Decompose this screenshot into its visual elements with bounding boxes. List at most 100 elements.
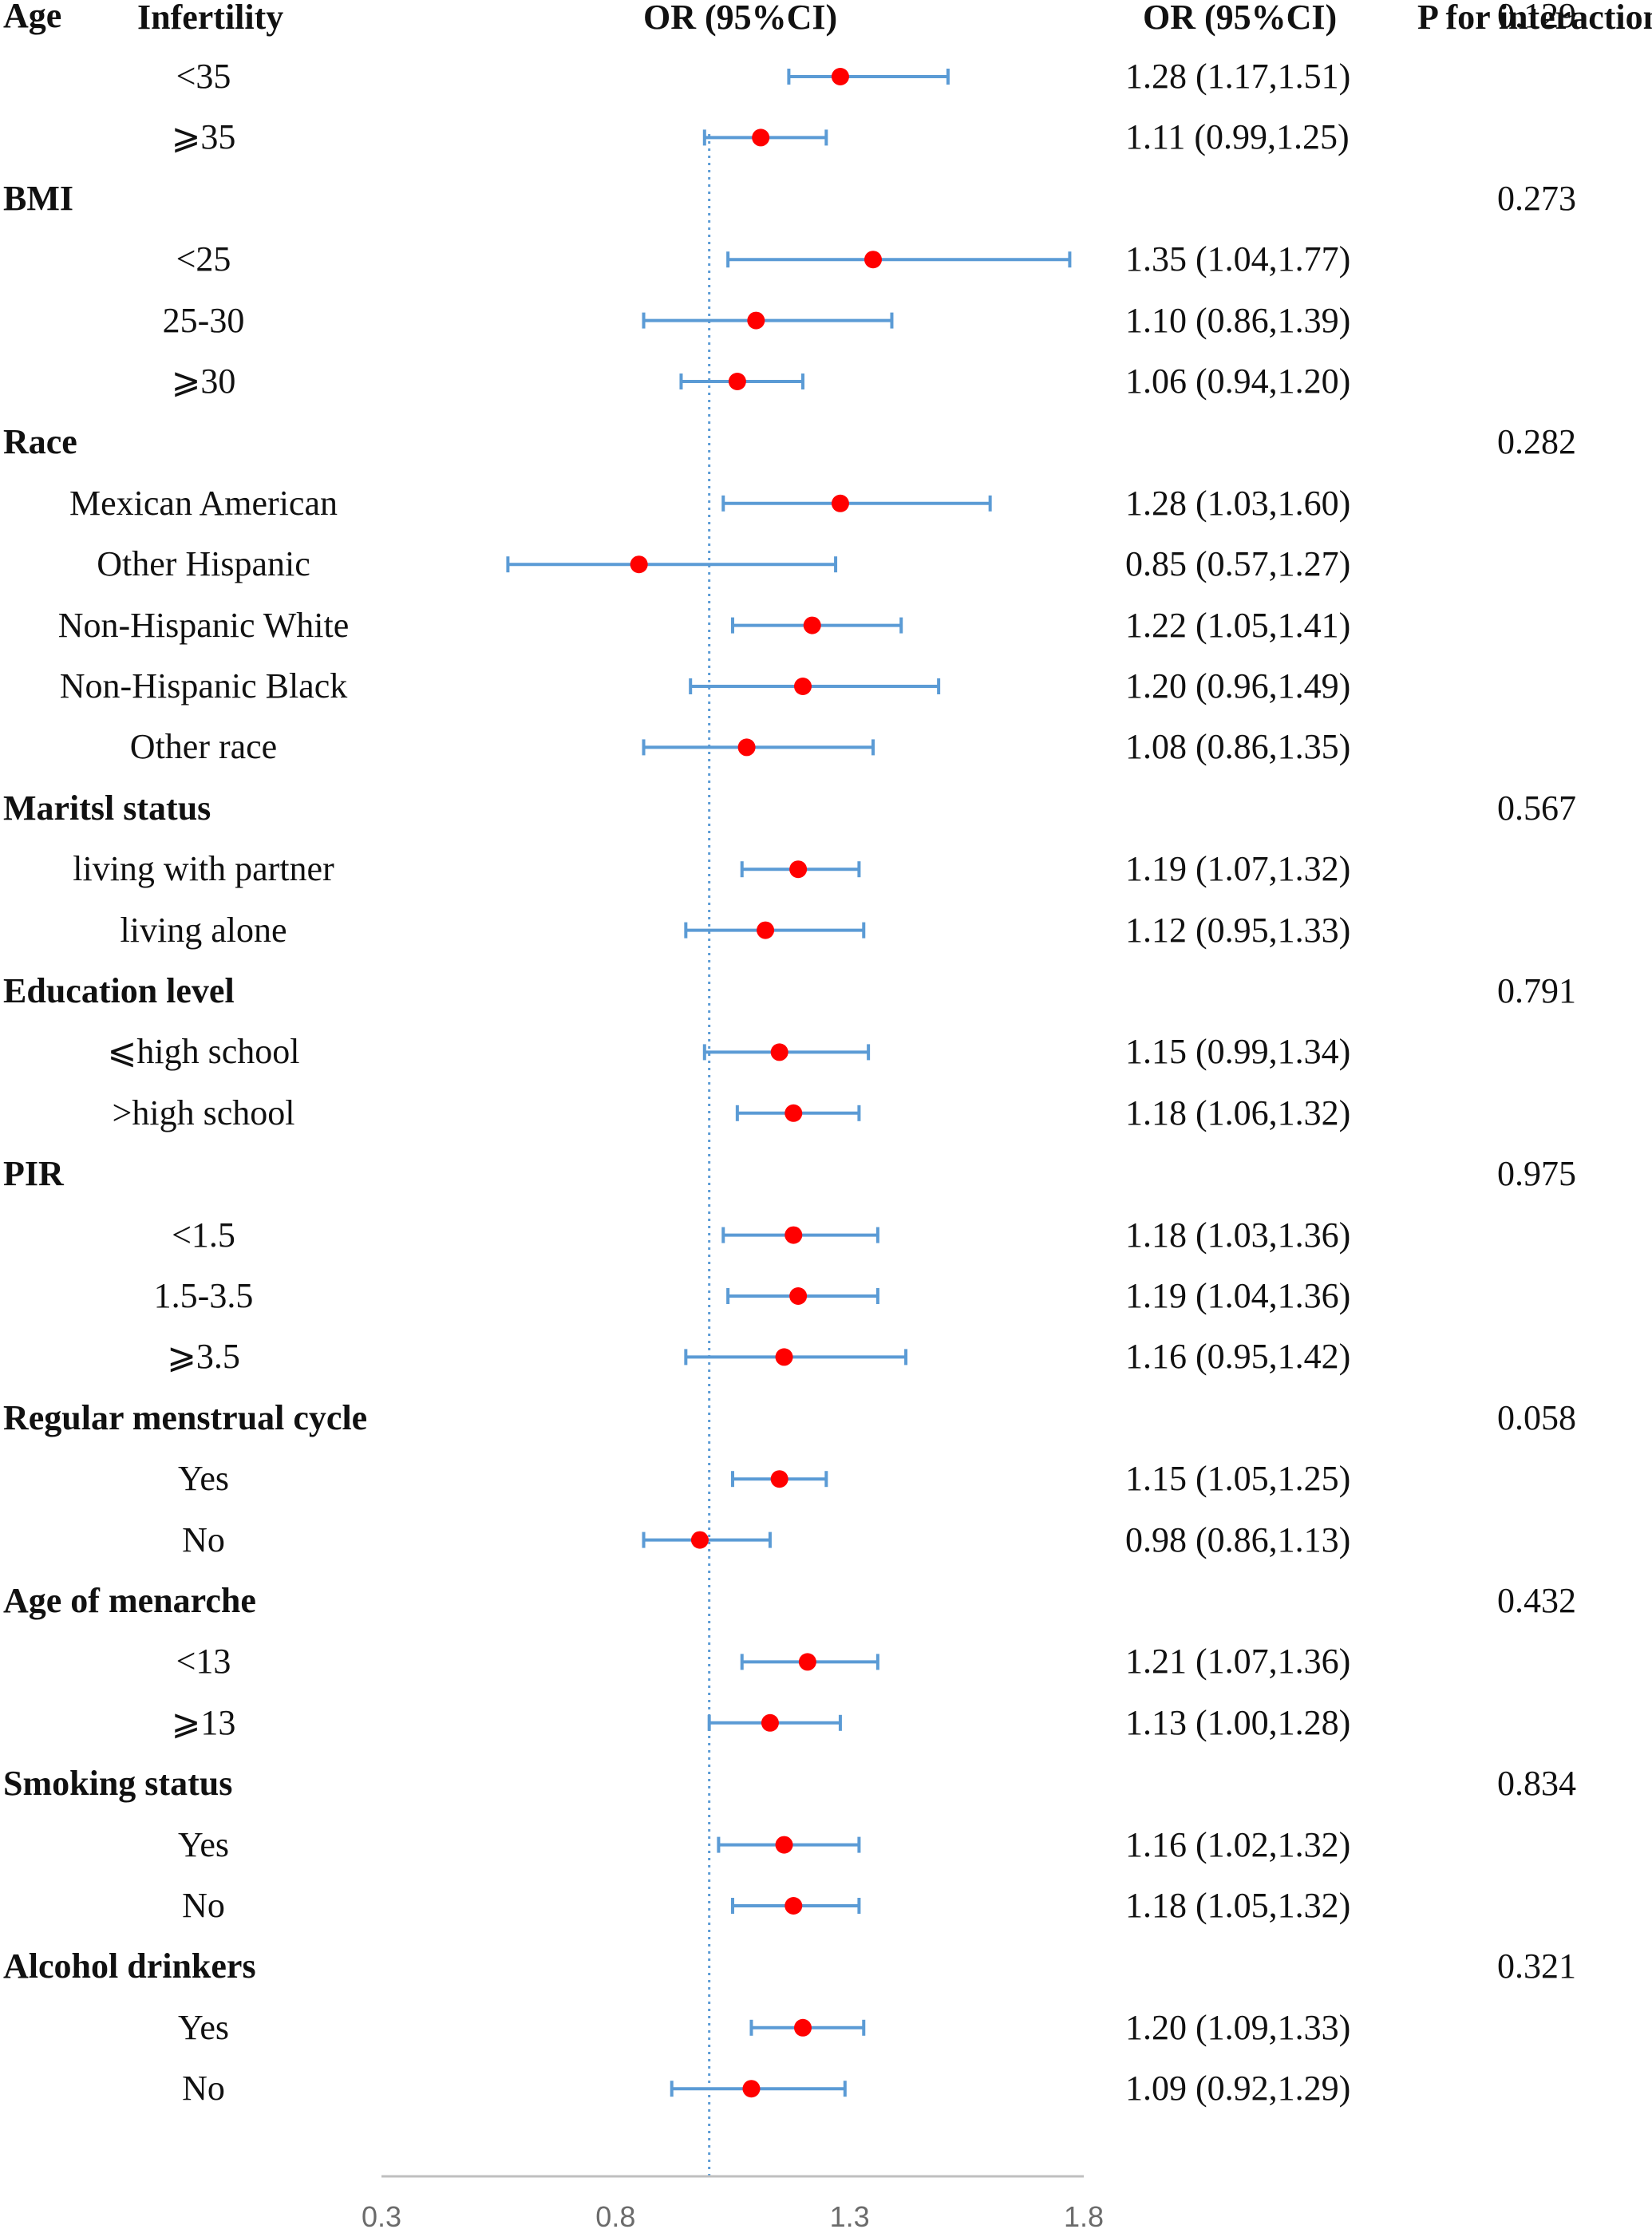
point-estimate <box>770 1043 788 1061</box>
subgroup-label: No <box>182 2069 225 2109</box>
group-label: Smoking status <box>3 1764 233 1804</box>
subgroup-label: ⩽high school <box>107 1032 300 1072</box>
group-label: Regular menstrual cycle <box>3 1397 368 1437</box>
subgroup-label: ⩾30 <box>171 362 236 401</box>
subgroup-label: Mexican American <box>69 483 338 523</box>
subgroup-label: No <box>182 1886 225 1925</box>
p-interaction-value: 0.834 <box>1497 1764 1576 1804</box>
point-estimate <box>752 128 770 147</box>
x-tick-label: 0.3 <box>361 2200 402 2233</box>
point-estimate <box>630 555 648 574</box>
group-label: Alcohol drinkers <box>3 1946 256 1986</box>
p-interaction-value: 0.273 <box>1497 178 1576 218</box>
point-estimate <box>747 311 765 330</box>
subgroup-label: 1.5-3.5 <box>153 1276 254 1315</box>
group-label: Maritsl status <box>3 788 211 828</box>
or-ci-text: 1.08 (0.86,1.35) <box>1125 727 1351 767</box>
or-ci-text: 1.35 (1.04,1.77) <box>1125 239 1351 279</box>
group-label: Age <box>3 0 62 35</box>
or-ci-text: 1.20 (1.09,1.33) <box>1125 2007 1351 2047</box>
p-interaction-value: 0.567 <box>1497 788 1576 828</box>
p-interaction-value: 0.791 <box>1497 971 1576 1010</box>
or-ci-text: 1.19 (1.07,1.32) <box>1125 849 1351 889</box>
subgroup-label: Other race <box>129 727 278 767</box>
subgroup-label: Yes <box>177 1459 230 1499</box>
subgroup-label: ⩾35 <box>171 117 236 157</box>
x-tick-label: 1.8 <box>1063 2200 1105 2233</box>
or-ci-text: 1.16 (1.02,1.32) <box>1125 1824 1351 1864</box>
point-estimate <box>761 1713 779 1732</box>
subgroup-label: living alone <box>120 910 287 950</box>
p-interaction-value: 0.282 <box>1497 422 1576 462</box>
group-label: Education level <box>3 971 235 1010</box>
header-or: OR (95%CI) <box>1143 0 1338 37</box>
point-estimate <box>737 738 756 757</box>
point-estimate <box>728 373 746 390</box>
x-tick-label: 0.8 <box>595 2200 636 2233</box>
group-label: Race <box>3 422 77 462</box>
or-ci-text: 1.06 (0.94,1.20) <box>1125 362 1351 401</box>
subgroup-label: <35 <box>176 57 231 96</box>
point-estimate <box>831 494 849 512</box>
point-estimate <box>770 1470 788 1488</box>
point-estimate <box>690 1531 709 1549</box>
or-ci-text: 1.15 (0.99,1.34) <box>1125 1032 1351 1072</box>
point-estimate <box>789 1287 808 1305</box>
subgroup-label: <1.5 <box>172 1215 235 1255</box>
point-estimate <box>757 921 775 939</box>
or-ci-text: 1.18 (1.05,1.32) <box>1125 1886 1351 1925</box>
or-ci-text: 1.19 (1.04,1.36) <box>1125 1276 1351 1315</box>
or-ci-text: 1.18 (1.06,1.32) <box>1125 1093 1351 1132</box>
or-ci-text: 0.98 (0.86,1.13) <box>1125 1520 1351 1559</box>
point-estimate <box>775 1348 793 1366</box>
subgroup-label: ⩾3.5 <box>167 1337 240 1377</box>
subgroup-label: living with partner <box>73 849 334 889</box>
point-estimate <box>831 68 849 85</box>
or-ci-text: 1.13 (1.00,1.28) <box>1125 1702 1351 1742</box>
subgroup-label: <13 <box>176 1642 231 1682</box>
subgroup-label: Non-Hispanic White <box>57 605 350 645</box>
p-interaction-value: 0.432 <box>1497 1581 1576 1620</box>
subgroup-label: No <box>182 1520 225 1559</box>
or-ci-text: 1.16 (0.95,1.42) <box>1125 1337 1351 1377</box>
subgroup-label: 25-30 <box>162 300 245 340</box>
or-ci-text: 1.28 (1.03,1.60) <box>1125 483 1351 523</box>
p-interaction-value: 0.975 <box>1497 1154 1576 1194</box>
subgroup-label: Yes <box>177 1824 230 1864</box>
or-ci-text: 0.85 (0.57,1.27) <box>1125 544 1351 584</box>
or-ci-text: 1.11 (0.99,1.25) <box>1125 117 1350 157</box>
or-ci-text: 1.12 (0.95,1.33) <box>1125 910 1351 950</box>
point-estimate <box>803 616 821 634</box>
point-estimate <box>775 1836 793 1854</box>
subgroup-label: Non-Hispanic Black <box>59 666 348 705</box>
point-estimate <box>742 2080 761 2098</box>
point-estimate <box>785 1104 803 1122</box>
or-ci-text: 1.21 (1.07,1.36) <box>1125 1642 1351 1682</box>
group-label: Age of menarche <box>3 1581 256 1620</box>
point-estimate <box>794 678 812 695</box>
header-label: Infertility <box>137 0 284 37</box>
p-interaction-value: 0.321 <box>1497 1946 1576 1986</box>
point-estimate <box>785 1226 803 1244</box>
p-interaction-value: 0.058 <box>1497 1397 1576 1437</box>
point-estimate <box>864 251 882 269</box>
subgroup-label: >high school <box>112 1093 295 1132</box>
or-ci-text: 1.28 (1.17,1.51) <box>1125 57 1351 96</box>
point-estimate <box>789 860 808 879</box>
point-estimate <box>794 2018 812 2037</box>
x-tick-label: 1.3 <box>829 2200 870 2233</box>
or-ci-text: 1.15 (1.05,1.25) <box>1125 1459 1351 1499</box>
or-ci-text: 1.10 (0.86,1.39) <box>1125 300 1351 340</box>
subgroup-label: ⩾13 <box>171 1702 236 1742</box>
or-ci-text: 1.18 (1.03,1.36) <box>1125 1215 1351 1255</box>
subgroup-label: Other Hispanic <box>97 544 310 584</box>
header-plot: OR (95%CI) <box>643 0 838 37</box>
group-label: BMI <box>3 178 73 218</box>
header-p: P for interaction <box>1417 0 1652 37</box>
or-ci-text: 1.20 (0.96,1.49) <box>1125 666 1351 705</box>
point-estimate <box>785 1897 803 1915</box>
point-estimate <box>798 1653 816 1671</box>
p-interaction-value: 0.129 <box>1497 0 1576 35</box>
